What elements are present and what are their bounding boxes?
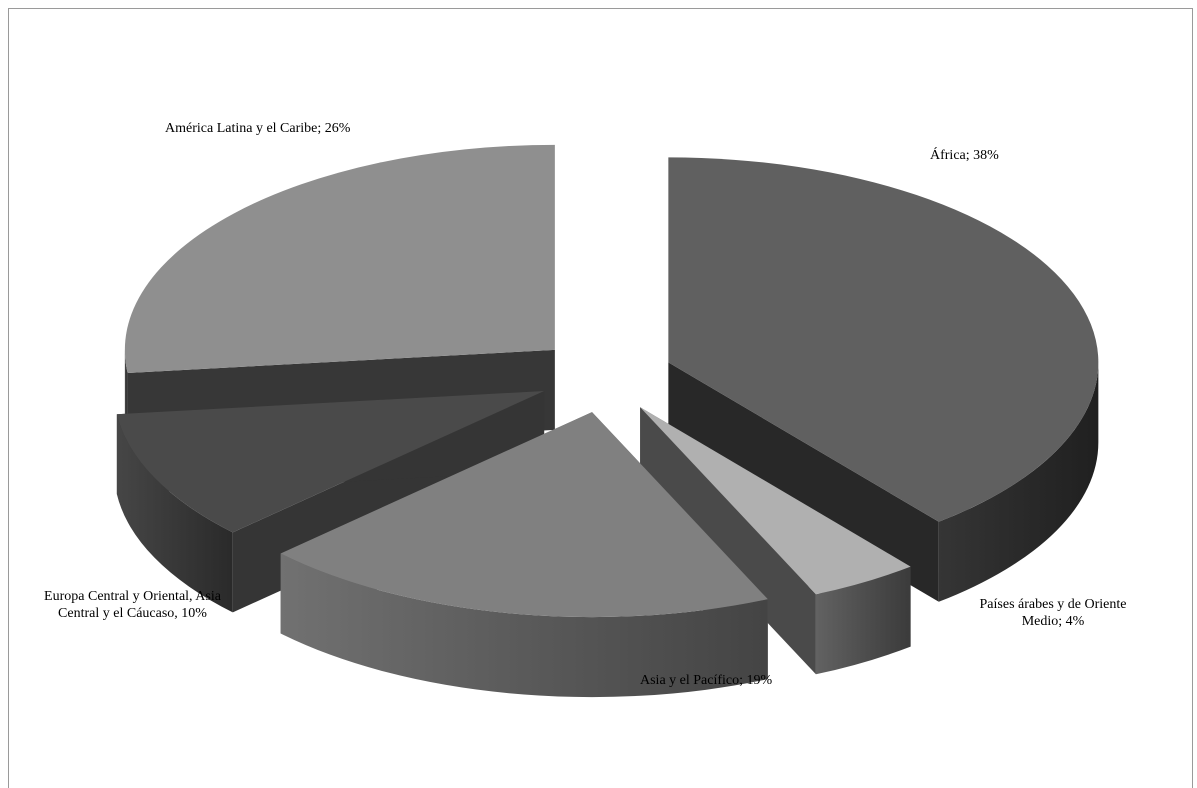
pie-slice-rim	[116, 414, 233, 613]
pie-slice-rim	[938, 362, 1099, 602]
pie-slice-rim	[280, 553, 768, 698]
label-europa-central: Europa Central y Oriental, Asia Central …	[15, 588, 250, 622]
label-africa: África; 38%	[930, 148, 999, 163]
label-europa-line-2: Central y el Cáucaso, 10%	[58, 606, 207, 621]
label-paises-arabes: Países árabes y de Oriente Medio; 4%	[958, 596, 1148, 630]
label-asia-pacifico: Asia y el Pacífico; 19%	[640, 673, 773, 688]
pie-slice--frica	[668, 157, 1099, 602]
pie-slice-rim	[815, 566, 911, 675]
pie-slice-asia-y-el-pac-fico	[280, 412, 768, 698]
chart-area	[8, 8, 1193, 788]
label-paises-line-2: Medio; 4%	[1021, 614, 1085, 629]
pie-slice-top	[668, 157, 1099, 522]
pie-slice-top	[280, 412, 768, 618]
label-paises-line-1: Países árabes y de Oriente	[979, 597, 1127, 612]
pie-slice-wall-end	[640, 407, 816, 675]
pie-slice-wall-end	[668, 362, 939, 602]
pie-slice-pa-ses-rabes-y-de-oriente-medio	[640, 407, 911, 675]
pie-slice-top	[116, 391, 545, 533]
label-europa-line-1: Europa Central y Oriental, Asia	[44, 589, 221, 604]
pie-slice-top	[124, 144, 555, 374]
pie-slice-europa-central-y-oriental-asia-central-y-el-c-ucaso	[116, 391, 545, 613]
pie-slice-top	[640, 407, 911, 595]
label-america-latina: América Latina y el Caribe; 26%	[165, 121, 351, 136]
